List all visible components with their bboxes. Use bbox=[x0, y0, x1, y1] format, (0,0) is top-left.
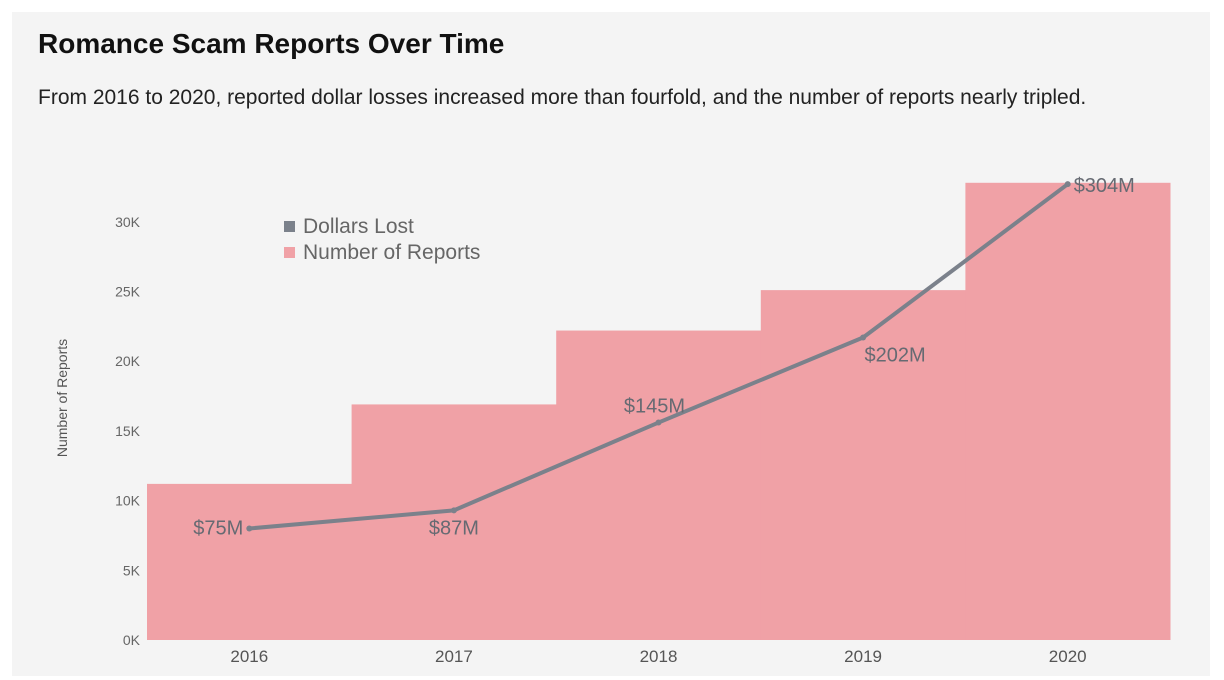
page-title: Romance Scam Reports Over Time bbox=[38, 28, 505, 59]
dollars-lost-label-2020: $304M bbox=[1074, 175, 1135, 197]
y-axis-title: Number of Reports bbox=[54, 339, 70, 457]
dollars-lost-point-2018 bbox=[655, 419, 662, 426]
x-tick-label: 2019 bbox=[844, 647, 882, 666]
x-tick-label: 2016 bbox=[230, 647, 268, 666]
dollars-lost-point-2017 bbox=[450, 507, 457, 514]
reports-bar-2017 bbox=[351, 404, 557, 640]
x-tick-label: 2017 bbox=[435, 647, 473, 666]
y-tick-label: 15K bbox=[115, 423, 141, 439]
legend: Dollars Lost Number of Reports bbox=[284, 215, 480, 264]
legend-label-reports: Number of Reports bbox=[303, 241, 480, 264]
legend-swatch-reports bbox=[284, 247, 295, 258]
dollars-lost-label-2018: $145M bbox=[624, 396, 685, 418]
reports-bar-2018 bbox=[556, 330, 762, 640]
y-tick-label: 30K bbox=[115, 214, 141, 230]
y-tick-label: 5K bbox=[123, 562, 141, 578]
dollars-lost-point-2016 bbox=[246, 525, 253, 532]
x-tick-label: 2020 bbox=[1049, 647, 1087, 666]
legend-label-dollars: Dollars Lost bbox=[303, 215, 414, 238]
dollars-lost-label-2016: $75M bbox=[193, 517, 243, 539]
reports-bar-2016 bbox=[147, 483, 353, 640]
x-tick-label: 2018 bbox=[640, 647, 678, 666]
y-tick-label: 0K bbox=[123, 632, 141, 648]
dollars-lost-point-2019 bbox=[860, 334, 867, 341]
reports-bars bbox=[147, 182, 1171, 640]
y-tick-label: 10K bbox=[115, 493, 141, 509]
dollars-lost-point-2020 bbox=[1064, 181, 1071, 188]
y-tick-label: 25K bbox=[115, 284, 141, 300]
y-tick-label: 20K bbox=[115, 353, 141, 369]
y-axis-ticks: 0K 5K 10K 15K 20K 25K 30K bbox=[115, 214, 141, 648]
dollars-lost-label-2017: $87M bbox=[429, 517, 479, 539]
x-axis-ticks: 2016 2017 2018 2019 2020 bbox=[230, 647, 1086, 666]
reports-bar-2019 bbox=[760, 290, 966, 640]
dollars-lost-label-2019: $202M bbox=[865, 345, 926, 367]
reports-bar-2020 bbox=[965, 182, 1171, 640]
dollars-lost-line: $75M $87M $145M $202M $304M bbox=[193, 175, 1135, 539]
chart-subtitle: From 2016 to 2020, reported dollar losse… bbox=[38, 86, 1087, 109]
legend-swatch-dollars bbox=[284, 221, 295, 232]
